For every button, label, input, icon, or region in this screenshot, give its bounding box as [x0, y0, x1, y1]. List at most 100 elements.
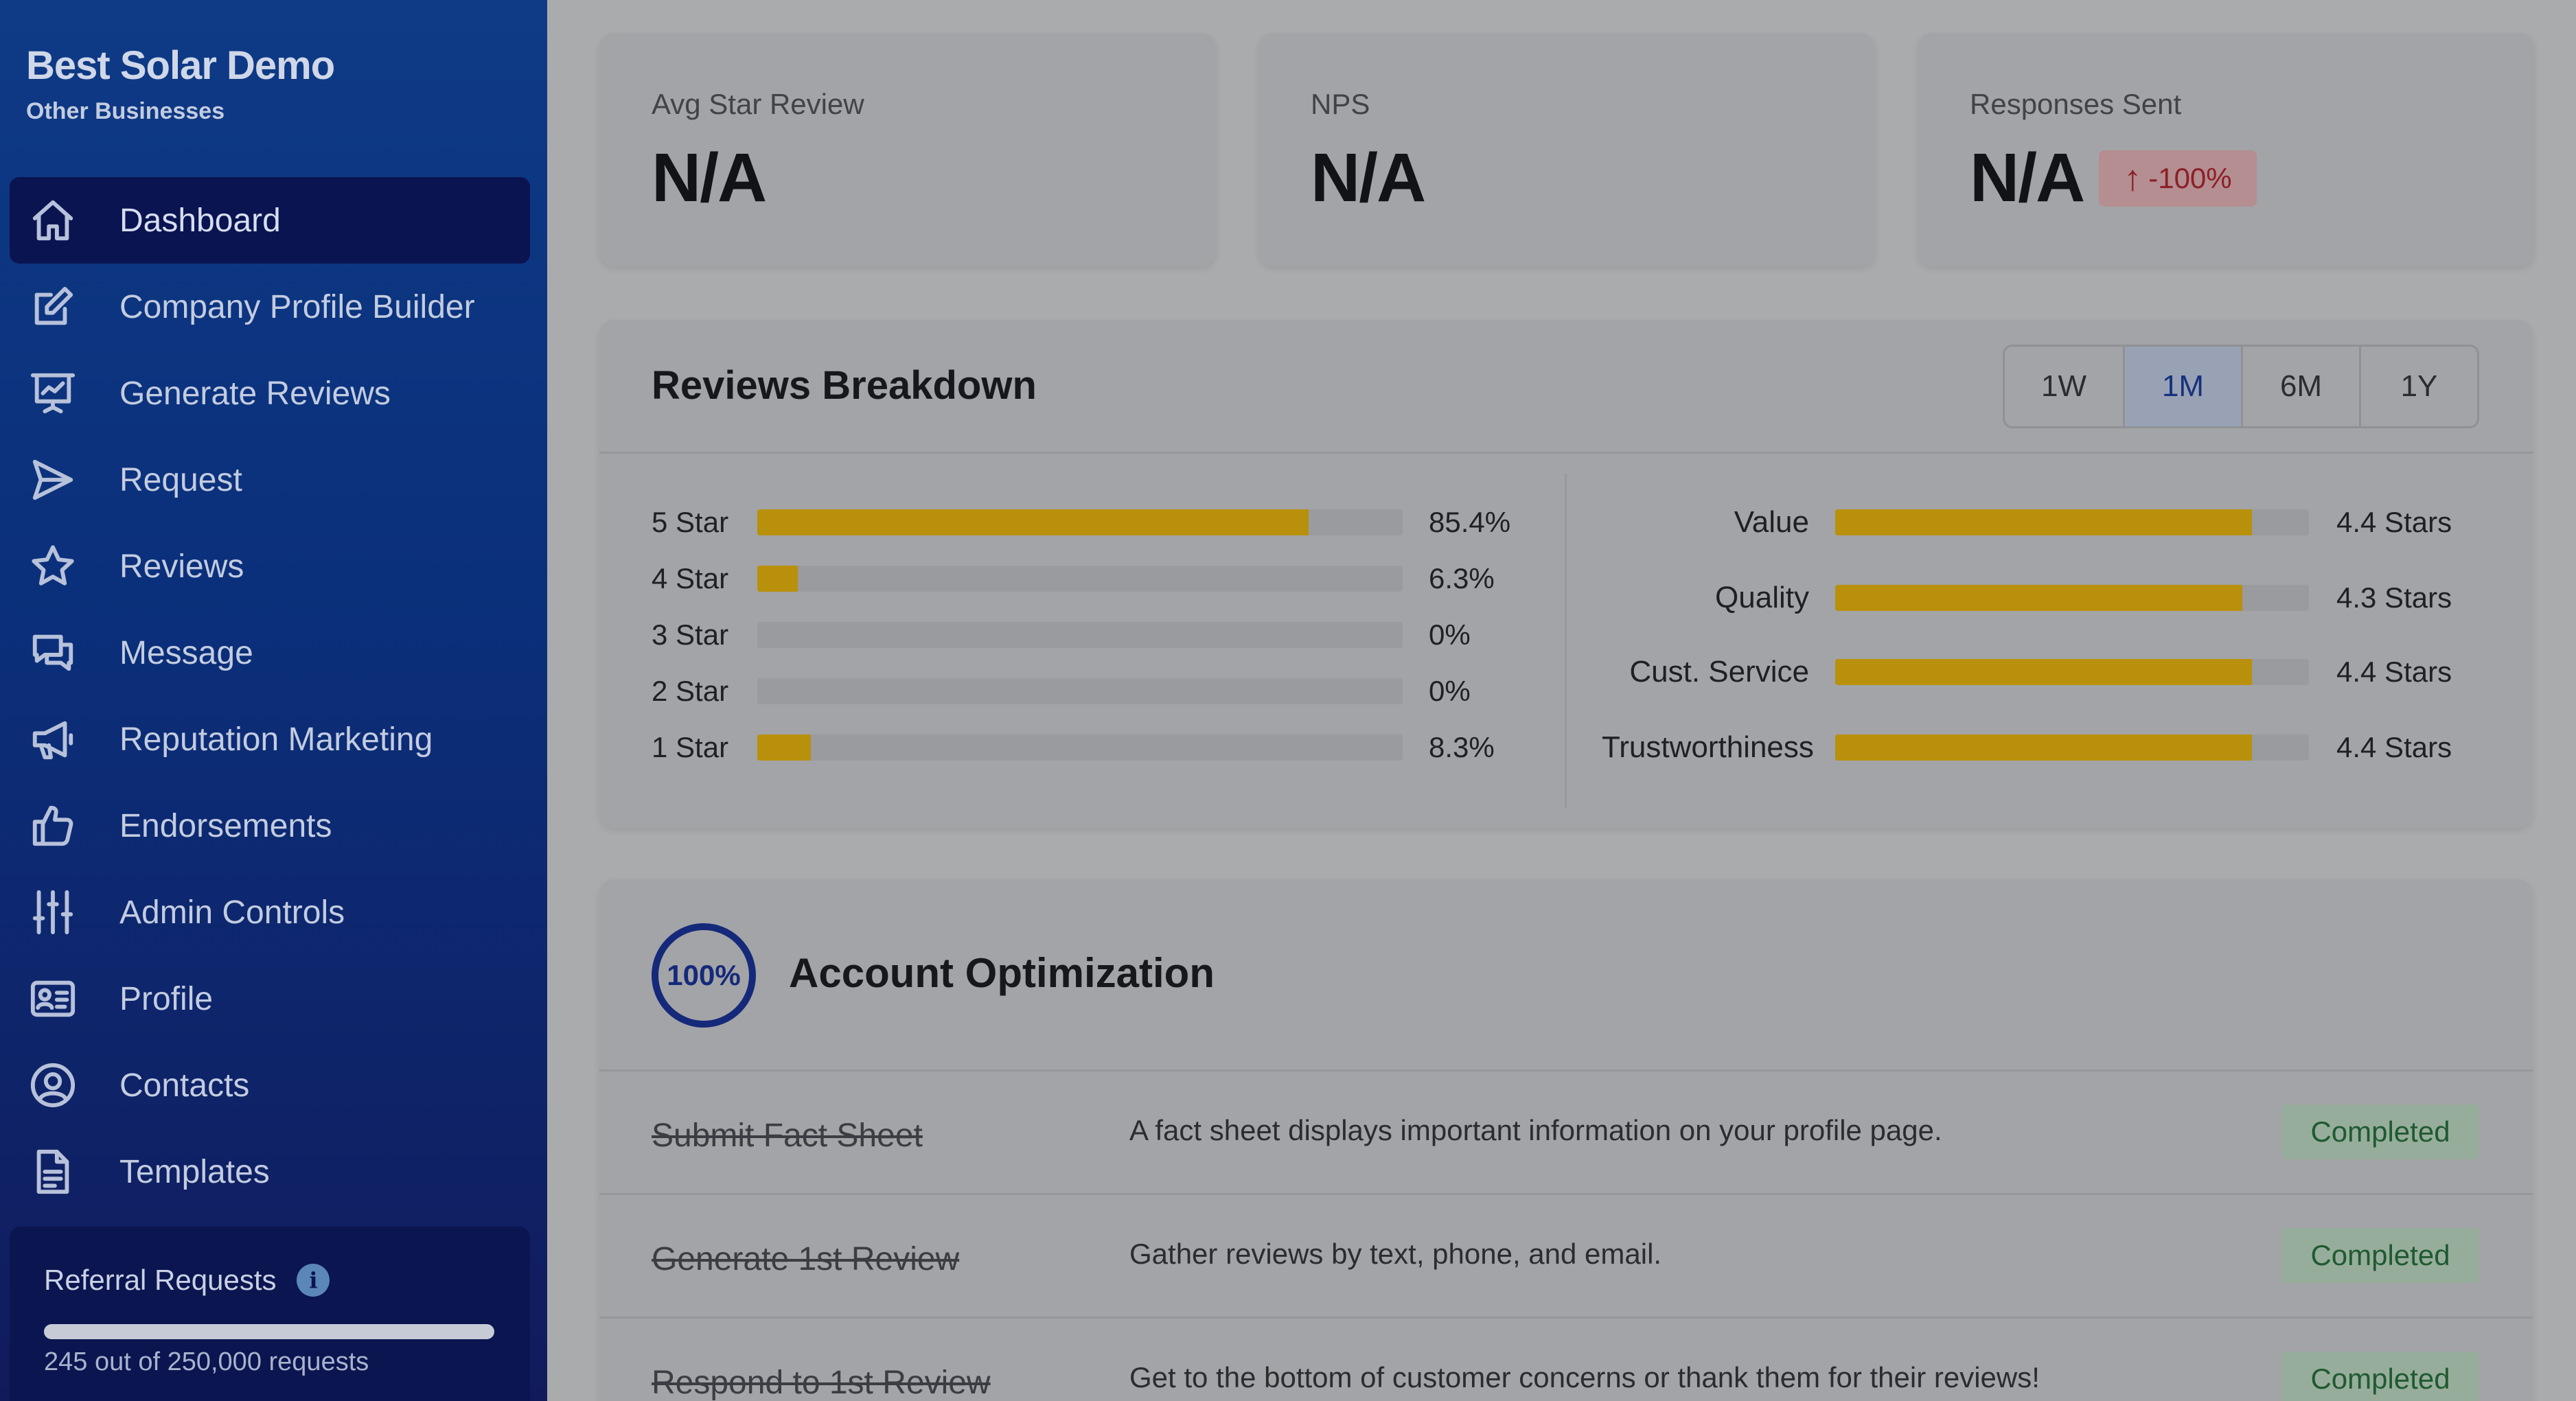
sidebar-item-label: Generate Reviews: [119, 375, 391, 412]
range-1m-button[interactable]: 1M: [2123, 347, 2241, 426]
star-percent: 0%: [1429, 675, 1471, 707]
optimization-title: Account Optimization: [789, 950, 1215, 996]
star-label: 2 Star: [652, 675, 729, 707]
star-bar-track: [757, 622, 1403, 648]
category-value: 4.4 Stars: [2336, 731, 2452, 763]
thumbs-up-icon: [29, 802, 77, 850]
sidebar-item-label: Message: [119, 634, 253, 671]
nps-card: NPS N/A: [1258, 33, 1875, 266]
sidebar-item-profile[interactable]: Profile: [10, 956, 530, 1042]
task-name[interactable]: Respond to 1st Review: [652, 1365, 991, 1401]
sidebar-item-generate-reviews[interactable]: Generate Reviews: [10, 350, 530, 437]
star-bar-fill: [757, 734, 812, 761]
referral-progress-text: 245 out of 250,000 requests: [44, 1347, 369, 1376]
sidebar: Best Solar Demo Other Businesses Dashboa…: [0, 0, 547, 1401]
category-label: Value: [1734, 505, 1809, 539]
star-percent: 0%: [1429, 618, 1471, 651]
status-badge: Completed: [2281, 1228, 2479, 1283]
star-bar-fill: [757, 509, 1309, 535]
category-bar-track: [1835, 734, 2309, 761]
account-optimization-card: 100% Account Optimization Submit Fact Sh…: [599, 879, 2533, 1401]
star-percent: 8.3%: [1429, 731, 1495, 763]
category-label: Trustworthiness: [1602, 730, 1814, 764]
home-icon: [29, 196, 77, 244]
task-row[interactable]: Submit Fact Sheet A fact sheet displays …: [599, 1072, 2533, 1195]
stat-value-text: N/A: [1311, 139, 1426, 216]
range-1w-button[interactable]: 1W: [2041, 369, 2086, 403]
info-icon[interactable]: i: [297, 1264, 330, 1297]
sidebar-item-message[interactable]: Message: [10, 610, 530, 696]
category-value: 4.4 Stars: [2336, 506, 2452, 538]
referral-title-text: Referral Requests: [44, 1264, 277, 1296]
referral-title: Referral Requests i: [44, 1264, 530, 1297]
task-row[interactable]: Generate 1st Review Gather reviews by te…: [599, 1195, 2533, 1319]
sidebar-item-request[interactable]: Request: [10, 437, 530, 523]
sidebar-item-company-profile-builder[interactable]: Company Profile Builder: [10, 264, 530, 350]
sidebar-item-admin-controls[interactable]: Admin Controls: [10, 869, 530, 956]
task-description: Get to the bottom of customer concerns o…: [1129, 1361, 2040, 1393]
star-bar-fill: [757, 566, 798, 592]
star-icon: [29, 542, 77, 590]
task-name[interactable]: Generate 1st Review: [652, 1241, 960, 1277]
star-percent: 6.3%: [1429, 562, 1495, 594]
task-description: Gather reviews by text, phone, and email…: [1129, 1238, 1662, 1270]
category-row-quality: Quality 4.3 Stars: [1602, 577, 2452, 618]
document-icon: [29, 1148, 77, 1196]
range-selector: 1W 1M 6M 1Y: [2003, 345, 2479, 428]
category-bar-track: [1835, 509, 2309, 535]
avg-star-review-card: Avg Star Review N/A: [599, 33, 1216, 266]
reviews-breakdown-card: Reviews Breakdown 1W 1M 6M 1Y 5 Star 85.…: [599, 320, 2533, 828]
star-row-3: 3 Star 0%: [652, 614, 1471, 656]
range-6m-button[interactable]: 6M: [2241, 347, 2359, 426]
star-bar-track: [757, 678, 1403, 704]
category-row-trustworthiness: Trustworthiness 4.4 Stars: [1602, 727, 2452, 768]
id-card-icon: [29, 975, 77, 1023]
stat-value: N/A: [1311, 139, 1875, 218]
brand: Best Solar Demo Other Businesses: [26, 43, 335, 125]
sidebar-item-dashboard[interactable]: Dashboard: [10, 177, 530, 264]
category-bar-track: [1835, 659, 2309, 685]
stat-value-text: N/A: [1970, 139, 2085, 216]
category-value: 4.4 Stars: [2336, 656, 2452, 688]
breakdown-divider: [1565, 474, 1567, 809]
arrow-up-icon: ↑: [2124, 158, 2142, 198]
status-badge: Completed: [2281, 1352, 2479, 1401]
breakdown-title: Reviews Breakdown: [652, 363, 1037, 408]
sidebar-item-reputation-marketing[interactable]: Reputation Marketing: [10, 696, 530, 783]
task-row[interactable]: Respond to 1st Review Get to the bottom …: [599, 1319, 2533, 1401]
star-row-4: 4 Star 6.3%: [652, 558, 1495, 599]
category-bar-fill: [1835, 659, 2253, 685]
stat-value-text: N/A: [652, 139, 767, 216]
sidebar-item-endorsements[interactable]: Endorsements: [10, 783, 530, 869]
star-bar-track: [757, 566, 1403, 592]
delta-text: -100%: [2148, 161, 2232, 194]
category-row-value: Value 4.4 Stars: [1602, 502, 2452, 543]
sidebar-item-reviews[interactable]: Reviews: [10, 523, 530, 610]
range-1y-button[interactable]: 1Y: [2359, 347, 2477, 426]
star-label: 5 Star: [652, 506, 729, 538]
sidebar-item-contacts[interactable]: Contacts: [10, 1042, 530, 1128]
sidebar-item-label: Company Profile Builder: [119, 288, 475, 325]
optimization-header: 100% Account Optimization: [599, 879, 2533, 1072]
task-name[interactable]: Submit Fact Sheet: [652, 1118, 923, 1154]
task-description: A fact sheet displays important informat…: [1129, 1114, 1942, 1146]
star-row-5: 5 Star 85.4%: [652, 502, 1510, 543]
delta-badge: ↑ -100%: [2099, 150, 2257, 207]
sidebar-item-templates[interactable]: Templates: [10, 1128, 530, 1215]
category-label: Quality: [1715, 581, 1809, 614]
breakdown-header: Reviews Breakdown 1W 1M 6M 1Y: [599, 320, 2533, 454]
stat-label: NPS: [1311, 88, 1370, 120]
edit-icon: [29, 283, 77, 331]
category-bar-fill: [1835, 585, 2243, 611]
star-bar-track: [757, 509, 1403, 535]
sidebar-item-label: Dashboard: [119, 202, 281, 239]
user-circle-icon: [29, 1061, 77, 1109]
category-bar-fill: [1835, 509, 2253, 535]
presentation-chart-icon: [29, 369, 77, 417]
category-value: 4.3 Stars: [2336, 581, 2452, 614]
star-label: 1 Star: [652, 731, 729, 763]
category-bar-track: [1835, 585, 2309, 611]
sidebar-item-label: Contacts: [119, 1067, 250, 1104]
stat-value: N/A: [652, 139, 1216, 218]
chat-bubbles-icon: [29, 629, 77, 677]
